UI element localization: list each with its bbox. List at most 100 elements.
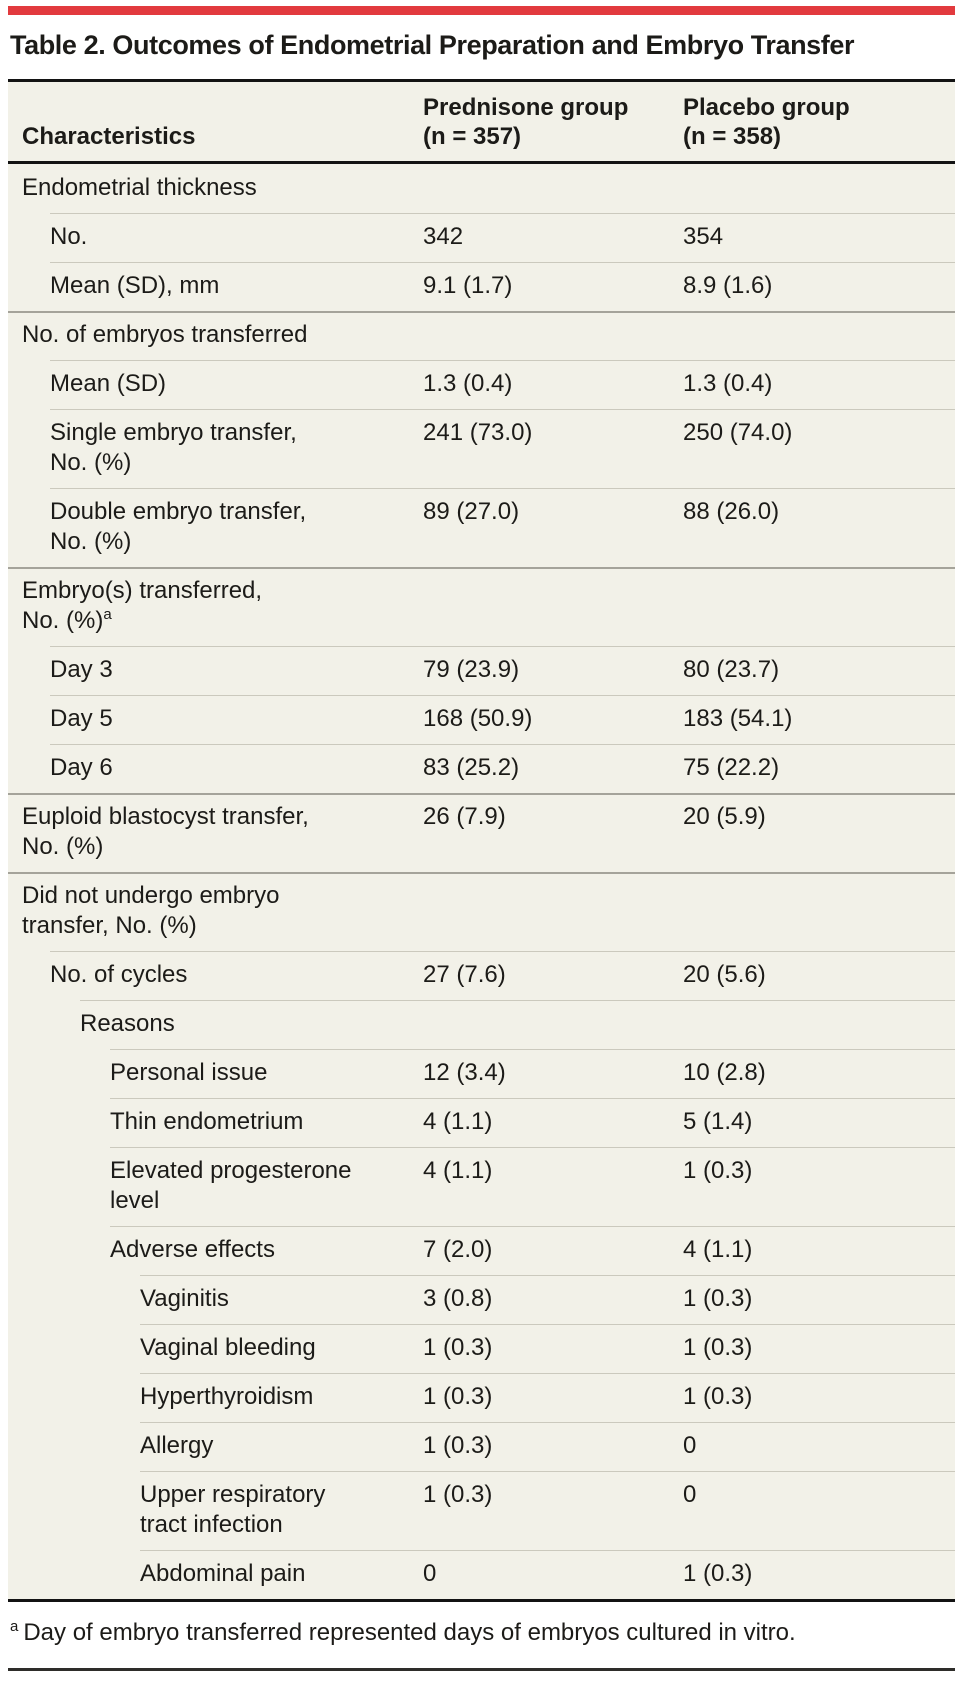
table-row: Day 5 168 (50.9) 183 (54.1) (8, 695, 955, 744)
row-label: Vaginitis (140, 1285, 229, 1312)
table-row: Reasons (8, 1000, 955, 1049)
placebo-value: 80 (23.7) (683, 656, 780, 683)
prednisone-value: 79 (23.9) (423, 656, 520, 683)
placebo-value: 1.3 (0.4) (683, 370, 773, 397)
placebo-value: 20 (5.9) (683, 803, 766, 830)
outcomes-table: Characteristics Prednisone group (n = 35… (8, 79, 955, 1602)
table-row: Abdominal pain 0 1 (0.3) (8, 1550, 955, 1599)
row-label: No. of embryos transferred (22, 321, 308, 348)
row-label: Upper respiratory tract infection (140, 1481, 326, 1538)
table-row: Did not undergo embryo transfer, No. (%) (8, 872, 955, 951)
row-label: Elevated progesterone level (110, 1157, 352, 1214)
prednisone-value: 3 (0.8) (423, 1285, 493, 1312)
table-row: Endometrial thickness (8, 164, 955, 213)
prednisone-value: 4 (1.1) (423, 1157, 493, 1184)
table-row: Mean (SD), mm 9.1 (1.7) 8.9 (1.6) (8, 262, 955, 311)
prednisone-value: 168 (50.9) (423, 705, 533, 732)
table-row: Day 3 79 (23.9) 80 (23.7) (8, 646, 955, 695)
row-label: Embryo(s) transferred, No. (%)a (22, 577, 263, 634)
placebo-value: 0 (683, 1481, 697, 1508)
row-label: Reasons (80, 1010, 175, 1037)
table-row: No. of embryos transferred (8, 311, 955, 360)
prednisone-value: 89 (27.0) (423, 498, 520, 525)
prednisone-value: 342 (423, 223, 464, 250)
row-label: Adverse effects (110, 1236, 275, 1263)
prednisone-value: 83 (25.2) (423, 754, 520, 781)
prednisone-value: 1 (0.3) (423, 1334, 493, 1361)
placebo-value: 88 (26.0) (683, 498, 780, 525)
prednisone-value: 27 (7.6) (423, 961, 506, 988)
placebo-value: 8.9 (1.6) (683, 272, 773, 299)
table-body: Endometrial thickness No. 342 354 Mean (SD),… (8, 164, 955, 1599)
row-label: Personal issue (110, 1059, 268, 1086)
row-label: Mean (SD), mm (50, 272, 220, 299)
table-row: Adverse effects 7 (2.0) 4 (1.1) (8, 1226, 955, 1275)
placebo-value: 5 (1.4) (683, 1108, 753, 1135)
row-label: Vaginal bleeding (140, 1334, 316, 1361)
prednisone-value: 0 (423, 1560, 437, 1587)
placebo-value: 20 (5.6) (683, 961, 766, 988)
column-header-placebo-group: Placebo group (n = 358) (683, 94, 850, 150)
row-label: Day 5 (50, 705, 113, 732)
table-row: Hyperthyroidism 1 (0.3) 1 (0.3) (8, 1373, 955, 1422)
placebo-value: 1 (0.3) (683, 1285, 753, 1312)
table-footnote: a Day of embryo transferred represented d… (8, 1602, 955, 1668)
table-row: Personal issue 12 (3.4) 10 (2.8) (8, 1049, 955, 1098)
row-label: Euploid blastocyst transfer, No. (%) (22, 803, 309, 860)
row-label: Allergy (140, 1432, 214, 1459)
placebo-value: 183 (54.1) (683, 705, 793, 732)
table-row: Upper respiratory tract infection 1 (0.3)… (8, 1471, 955, 1550)
table-title: Table 2. Outcomes of Endometrial Prepara… (10, 30, 855, 60)
table-row: Vaginitis 3 (0.8) 1 (0.3) (8, 1275, 955, 1324)
row-label: Day 3 (50, 656, 113, 683)
table-row: Elevated progesterone level 4 (1.1) 1 (0.3… (8, 1147, 955, 1226)
table-row: Thin endometrium 4 (1.1) 5 (1.4) (8, 1098, 955, 1147)
footnote-marker: a (10, 1618, 19, 1635)
row-label: Endometrial thickness (22, 174, 257, 201)
column-header-characteristics: Characteristics (22, 123, 196, 150)
placebo-value: 10 (2.8) (683, 1059, 766, 1086)
row-label: Did not undergo embryo transfer, No. (%) (22, 882, 280, 939)
table-header-row: Characteristics Prednisone group (n = 35… (8, 82, 955, 164)
accent-top-bar (8, 6, 955, 15)
prednisone-value: 241 (73.0) (423, 419, 533, 446)
row-label: No. of cycles (50, 961, 188, 988)
table-row: Vaginal bleeding 1 (0.3) 1 (0.3) (8, 1324, 955, 1373)
prednisone-value: 12 (3.4) (423, 1059, 506, 1086)
table-row: Single embryo transfer, No. (%) 241 (73.0… (8, 409, 955, 488)
row-label: Thin endometrium (110, 1108, 304, 1135)
row-label: Double embryo transfer, No. (%) (50, 498, 307, 555)
table-row: Day 6 83 (25.2) 75 (22.2) (8, 744, 955, 793)
prednisone-value: 26 (7.9) (423, 803, 506, 830)
table-row: Mean (SD) 1.3 (0.4) 1.3 (0.4) (8, 360, 955, 409)
table-row: No. 342 354 (8, 213, 955, 262)
table-row: Double embryo transfer, No. (%) 89 (27.0)… (8, 488, 955, 567)
placebo-value: 1 (0.3) (683, 1334, 753, 1361)
row-label: Mean (SD) (50, 370, 167, 397)
prednisone-value: 1.3 (0.4) (423, 370, 513, 397)
row-label: Day 6 (50, 754, 113, 781)
bottom-rule (8, 1668, 955, 1671)
footnote-text: Day of embryo transferred represented da… (23, 1619, 796, 1646)
placebo-value: 75 (22.2) (683, 754, 780, 781)
prednisone-value: 1 (0.3) (423, 1432, 493, 1459)
placebo-value: 1 (0.3) (683, 1157, 753, 1184)
placebo-value: 0 (683, 1432, 697, 1459)
prednisone-value: 7 (2.0) (423, 1236, 493, 1263)
prednisone-value: 4 (1.1) (423, 1108, 493, 1135)
row-label: Hyperthyroidism (140, 1383, 314, 1410)
placebo-value: 4 (1.1) (683, 1236, 753, 1263)
prednisone-value: 1 (0.3) (423, 1481, 493, 1508)
prednisone-value: 1 (0.3) (423, 1383, 493, 1410)
placebo-value: 1 (0.3) (683, 1560, 753, 1587)
row-label: Abdominal pain (140, 1560, 306, 1587)
table-row: Embryo(s) transferred, No. (%)a (8, 567, 955, 646)
row-label: Single embryo transfer, No. (%) (50, 419, 297, 476)
table-row: No. of cycles 27 (7.6) 20 (5.6) (8, 951, 955, 1000)
placebo-value: 250 (74.0) (683, 419, 793, 446)
footnote-reference: a (103, 606, 112, 623)
prednisone-value: 9.1 (1.7) (423, 272, 513, 299)
table-row: Allergy 1 (0.3) 0 (8, 1422, 955, 1471)
column-header-prednisone-group: Prednisone group (n = 357) (423, 94, 629, 150)
